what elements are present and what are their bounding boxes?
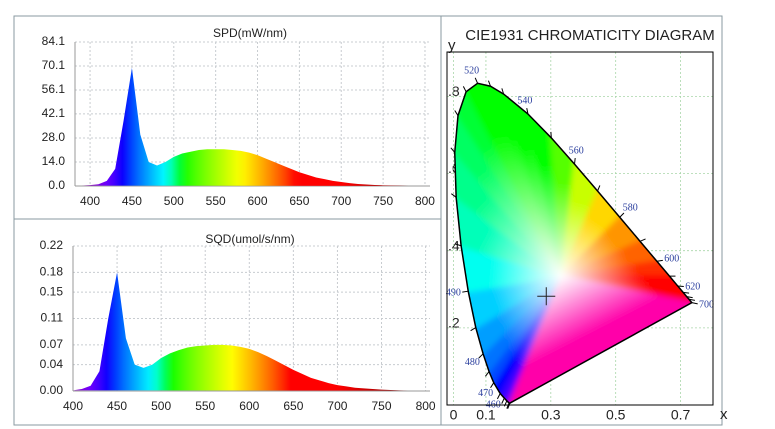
locus-tick [462,86,467,92]
y-tick-label: 70.1 [42,58,66,72]
x-tick-label: 750 [373,194,393,208]
y-tick-label: .2 [448,315,460,331]
locus-tick [597,185,601,192]
x-tick-label: 0.7 [671,407,691,423]
y-tick-label: 84.1 [42,34,66,48]
wavelength-label: 560 [569,145,584,156]
y-tick-label: 0.0 [48,178,65,192]
y-tick-label: 56.1 [42,82,66,96]
locus-tick [619,212,625,218]
x-tick-label: 450 [107,399,127,413]
y-tick-label: 0.22 [40,238,64,252]
x-tick-label: 750 [372,399,392,413]
x-tick-label: 450 [122,194,142,208]
x-tick-label: 0.3 [541,407,561,423]
locus-tick [501,88,505,95]
chromaticity-point [537,287,556,306]
x-tick-label: 0.1 [476,407,496,423]
x-tick-label: 550 [195,399,215,413]
y-tick-label: 0.00 [40,383,64,397]
x-tick-label: 800 [415,194,435,208]
x-tick-label: 650 [283,399,303,413]
x-tick-label: 500 [164,194,184,208]
wavelength-label: 540 [517,96,532,107]
locus-tick [691,302,698,305]
locus-tick [455,243,462,247]
y-tick-label: 0.04 [40,357,64,371]
x-tick-label: 550 [206,194,226,208]
chart-title: CIE1931 CHROMATICITY DIAGRAM [465,27,715,44]
y-tick-label: 0.15 [40,284,64,298]
wavelength-label: 480 [465,357,480,368]
x-tick-label: 600 [239,399,259,413]
x-axis-label: x [720,406,728,423]
locus-tick [683,291,690,294]
y-tick-label: 42.1 [42,106,66,120]
y-tick-label: 0.18 [40,265,64,279]
y-tick-label: .8 [448,83,460,99]
wavelength-label: 490 [446,288,461,299]
locus-tick [686,296,693,299]
y-tick-label: .4 [448,237,460,253]
y-tick-label: 0.07 [40,337,64,351]
x-tick-label: 0.5 [606,407,626,423]
y-tick-label: 0.11 [41,311,64,325]
locus-tick [474,77,479,84]
x-tick-label: 400 [80,194,100,208]
x-tick-label: 600 [248,194,268,208]
spectrum-area [73,272,408,391]
locus-tick [574,158,576,165]
locus-tick [485,371,490,377]
spectrum-area [81,67,409,186]
locus-tick [450,147,456,153]
locus-tick [490,382,495,389]
locus-tick [470,327,477,332]
x-tick-label: 700 [327,399,347,413]
locus-tick [487,80,492,87]
locus-tick [496,393,501,400]
locus-tick [526,108,529,115]
x-tick-label: 800 [416,399,436,413]
wavelength-label: 600 [664,254,679,265]
wavelength-label: 700 [699,300,714,311]
x-tick-label: 650 [289,194,309,208]
locus-tick [501,397,505,404]
y-tick-label: 28.0 [42,130,66,144]
locus-tick [507,402,511,409]
wavelength-label: 580 [623,202,638,213]
x-tick-label: 700 [331,194,351,208]
wavelength-label: 520 [464,66,479,77]
wavelength-label: 470 [478,388,493,399]
y-axis-label: y [448,37,456,54]
x-tick-label: 400 [63,399,83,413]
locus-tick [506,402,510,409]
locus-tick [478,353,484,359]
y-tick-label: .6 [448,160,460,176]
wavelength-label: 620 [685,281,700,292]
chart-title: SPD(mW/nm) [213,26,287,40]
spectral-locus [453,82,693,404]
locus-tick [688,298,695,301]
plot-frame [446,51,714,406]
y-tick-label: 14.0 [42,154,66,168]
locus-tick [451,193,457,198]
locus-tick [462,290,469,293]
locus-tick [454,110,459,116]
x-tick-label: 500 [151,399,171,413]
chart-title: SQD(umol/s/nm) [205,232,294,246]
locus-tick [656,259,663,262]
locus-tick [639,238,646,242]
x-tick-label: 0 [450,407,458,423]
